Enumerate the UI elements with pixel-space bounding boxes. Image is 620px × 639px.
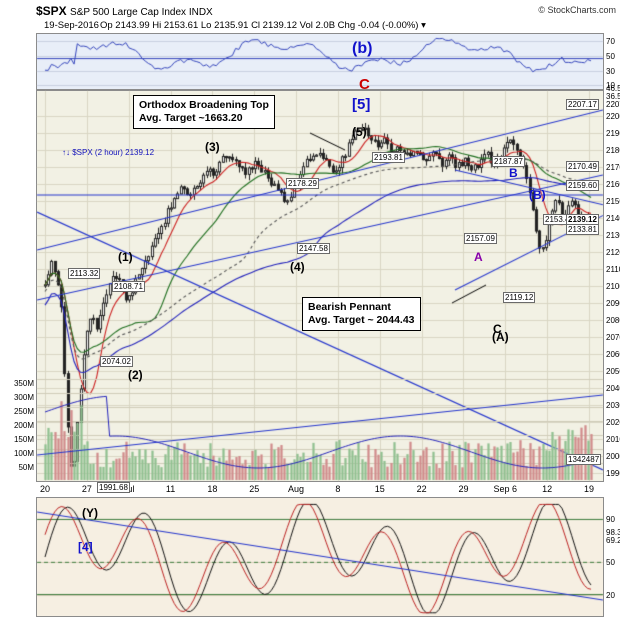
wave-label-Y: (Y)	[82, 506, 98, 520]
bottom-y-axis-label: 50	[606, 558, 615, 568]
y-axis-label: 2170	[606, 163, 620, 173]
point-label: 2187.87	[492, 156, 525, 167]
volume-tag: 1342487	[566, 454, 602, 465]
y-axis-label: 2090	[606, 298, 620, 308]
wave-label-4: [4]	[78, 540, 93, 554]
wave-label-3: (3)	[205, 140, 220, 154]
y-axis-label: 2070	[606, 332, 620, 342]
top-extra-label-36: 36.55	[606, 92, 620, 101]
current-price-tag: 2139.12	[566, 213, 599, 225]
y-axis-label: 2120	[606, 248, 620, 258]
x-axis-label: 18	[207, 484, 218, 494]
y-axis-label: 2190	[606, 129, 620, 139]
x-axis-label: 29	[458, 484, 469, 494]
callout-line: Bearish Pennant	[308, 301, 391, 313]
volume-axis-label: 200M	[13, 421, 34, 430]
x-axis-label: 20	[39, 484, 50, 494]
top-y-axis-label: 70	[606, 37, 615, 47]
y-axis-label: 2130	[606, 231, 620, 241]
y-axis-label: 2030	[606, 400, 620, 410]
point-label: 2178.29	[286, 178, 319, 189]
wave-label-5: (5)	[352, 125, 367, 139]
wave-label-B: B	[509, 166, 518, 180]
price-tag: 2170.49	[566, 161, 599, 173]
y-axis-label: 2100	[606, 282, 620, 291]
x-axis-label: 22	[416, 484, 427, 494]
point-label: 1991.68	[97, 482, 130, 493]
volume-axis-label: 100M	[13, 449, 34, 458]
bottom-y-axis-label: 90	[606, 515, 615, 525]
point-label: 2147.58	[297, 243, 330, 254]
point-label: 2108.71	[112, 281, 145, 292]
y-axis-label: 2020	[606, 417, 620, 427]
volume-axis-label: 150M	[13, 435, 34, 444]
callout-bearish-pennant: Bearish Pennant Avg. Target ~ 2044.43	[302, 297, 421, 331]
top-extra-label-46: 46.50	[606, 84, 620, 93]
y-axis-label: 2160	[606, 180, 620, 190]
price-tag: 2133.81	[566, 223, 599, 235]
y-axis-label: 2110	[606, 265, 620, 275]
bottom-extra-label-98: 98.38	[606, 528, 620, 537]
bottom-y-axis-label: 20	[606, 590, 615, 600]
y-axis-label: 2000	[606, 451, 620, 461]
y-axis-label: 2200	[606, 112, 620, 122]
y-axis-label: 2140	[606, 214, 620, 224]
top-y-axis-label: 10	[606, 81, 615, 91]
top-y-axis-label: 50	[606, 52, 615, 61]
point-label: 2193.81	[372, 152, 405, 163]
y-axis-label: 2040	[606, 383, 620, 393]
y-axis-label: 2010	[606, 434, 620, 444]
point-label: 2113.32	[68, 268, 101, 279]
wave-label-5: [5]	[352, 96, 371, 113]
wave-label-2: (2)	[128, 368, 143, 382]
chart-legend: ↑↓ $SPX (2 hour) 2139.12	[62, 148, 155, 157]
volume-axis-label: 350M	[13, 379, 34, 388]
point-label: 2119.12	[503, 292, 536, 303]
wave-label-4: (4)	[290, 260, 305, 274]
x-axis-label: 19	[583, 484, 594, 494]
wave-label-B: (B)	[529, 188, 546, 202]
y-axis-label: 2080	[606, 315, 620, 325]
callout-orthodox-broadening-top: Orthodox Broadening Top Avg. Target ~1663…	[133, 95, 275, 129]
price-tag: 2159.60	[566, 179, 599, 191]
wave-label-A: (A)	[492, 330, 509, 344]
wave-label-1: (1)	[118, 250, 133, 264]
x-axis-label: 8	[335, 484, 341, 494]
x-axis-label: Aug	[288, 484, 305, 494]
point-label: 2157.09	[464, 233, 497, 244]
point-label: 2074.02	[100, 356, 133, 367]
y-axis-label: 2060	[606, 349, 620, 359]
price-tag: 2207.17	[566, 99, 599, 111]
y-axis-label: 2050	[606, 366, 620, 376]
volume-axis-label: 250M	[13, 407, 34, 416]
callout-line: Orthodox Broadening Top	[139, 99, 269, 111]
x-axis-label: Sep 6	[493, 484, 518, 494]
y-axis-label: 1990	[606, 468, 620, 478]
wave-label-A: A	[474, 250, 483, 264]
callout-line: Avg. Target ~1663.20	[139, 112, 243, 124]
y-axis-label: 2180	[606, 146, 620, 156]
bottom-extra-label-69: 69.23	[606, 536, 620, 545]
x-axis-label: 27	[81, 484, 92, 494]
wave-label-C: C	[493, 322, 502, 336]
callout-line: Avg. Target ~ 2044.43	[308, 314, 415, 326]
x-axis-label: 11	[165, 484, 176, 494]
wave-label-b: (b)	[352, 40, 373, 57]
x-axis-label: 12	[542, 484, 553, 494]
x-axis-label: 15	[374, 484, 385, 494]
top-y-axis-label: 30	[606, 66, 615, 76]
volume-axis-label: 50M	[18, 463, 34, 472]
volume-axis-label: 300M	[13, 393, 34, 402]
wave-label-C: C	[359, 76, 370, 93]
x-axis-label: 25	[249, 484, 260, 494]
y-axis-label: 2150	[606, 197, 620, 207]
y-axis-label: 2207.17	[606, 100, 620, 110]
